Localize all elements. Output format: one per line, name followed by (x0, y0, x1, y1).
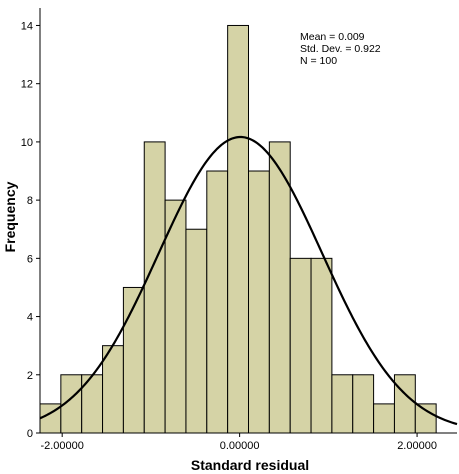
x-axis-ticks: -2.00000 0.00000 2.00000 (40, 433, 437, 452)
y-tick-label: 4 (27, 312, 33, 324)
y-tick-label: 12 (21, 79, 33, 91)
histogram-bar (289, 257, 312, 434)
x-tick-label: 2.00000 (397, 440, 437, 452)
histogram-bar (143, 141, 166, 434)
y-tick-label: 10 (21, 137, 33, 149)
y-tick-label: 14 (21, 20, 33, 32)
y-tick-label: 0 (27, 428, 33, 440)
normal-curve (39, 135, 458, 426)
stats-line: N = 100 (300, 55, 337, 67)
y-tick-label: 2 (27, 370, 33, 382)
histogram-bar (122, 286, 145, 434)
x-tick-label: -2.00000 (40, 440, 83, 452)
y-tick-label: 8 (27, 195, 33, 207)
axes (39, 8, 457, 434)
histogram-bar (331, 374, 354, 434)
histogram-bar (414, 403, 437, 434)
histogram-bar (268, 141, 291, 434)
stats-box: Mean = 0.009 Std. Dev. = 0.922 N = 100 (300, 31, 381, 67)
y-axis-ticks: 0 2 4 6 8 10 12 14 (21, 20, 40, 440)
x-tick-label: 0.00000 (220, 440, 260, 452)
histogram-bar (185, 228, 208, 434)
histogram-bar (352, 374, 375, 434)
histogram-bar (310, 257, 333, 434)
stats-line: Mean = 0.009 (300, 31, 365, 43)
histogram-bar (206, 170, 229, 434)
y-axis-title: Frequency (2, 181, 18, 252)
histogram-bar (393, 374, 416, 434)
histogram-bar (227, 24, 249, 434)
x-axis-title: Standard residual (191, 457, 309, 473)
histogram-bars (39, 24, 437, 434)
stats-line: Std. Dev. = 0.922 (300, 43, 381, 55)
histogram-bar (248, 170, 270, 434)
histogram-bar (373, 403, 395, 434)
y-tick-label: 6 (27, 253, 33, 265)
